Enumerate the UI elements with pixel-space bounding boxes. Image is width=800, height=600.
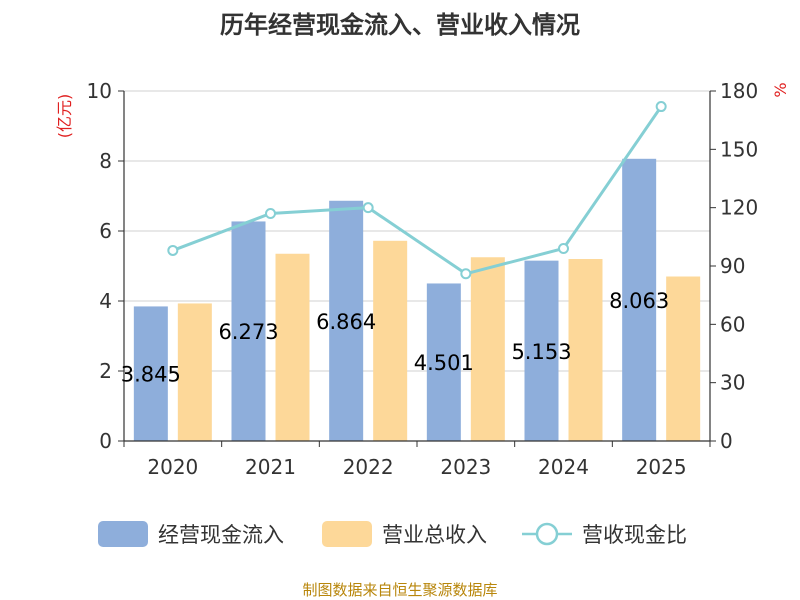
ratio-point — [558, 243, 569, 254]
bar-revenue — [470, 257, 505, 441]
bar-cash-inflow — [524, 260, 559, 441]
bars — [133, 158, 701, 442]
x-axis-tick-label: 2023 — [440, 455, 491, 479]
right-axis-tick-label: 30 — [720, 371, 745, 395]
x-axis-tick-label: 2024 — [538, 455, 589, 479]
left-axis-tick-label: 8 — [99, 149, 112, 173]
ratio-point — [265, 208, 276, 219]
right-axis-tick-label: 150 — [720, 137, 758, 161]
left-axis-unit: (亿元) — [55, 94, 74, 139]
axes: 0 2 4 6 8 10 0 30 60 90 120 150 180 2020 2021 2022 2023 2… — [87, 79, 759, 479]
left-axis-tick-label: 10 — [87, 79, 112, 103]
x-axis-tick-label: 2025 — [636, 455, 687, 479]
legend-label-cash-inflow: 经营现金流入 — [158, 523, 284, 547]
left-axis-tick-label: 6 — [99, 219, 112, 243]
left-axis-tick-label: 2 — [99, 359, 112, 383]
bar-revenue — [177, 303, 212, 441]
legend-label-ratio: 营收现金比 — [582, 523, 687, 547]
source-note: 制图数据来自恒生聚源数据库 — [302, 581, 497, 599]
right-axis-unit: % — [771, 82, 790, 97]
x-axis-tick-label: 2021 — [245, 455, 296, 479]
bar-cash-inflow — [133, 306, 168, 441]
right-axis-tick-label: 120 — [720, 196, 758, 220]
ratio-line-path — [172, 105, 663, 276]
bar-revenue — [373, 240, 408, 441]
bar-cash-inflow — [231, 221, 266, 441]
legend-swatch-cash-inflow — [98, 521, 148, 547]
legend: 经营现金流入 营业总收入 营收现金比 — [98, 521, 687, 547]
data-label-cash-inflow: 6.273 — [218, 320, 278, 344]
ratio-point — [460, 268, 472, 280]
data-label-cash-inflow: 5.153 — [511, 340, 571, 364]
left-axis-tick-label: 4 — [99, 289, 112, 313]
data-label-cash-inflow: 8.063 — [609, 289, 669, 313]
ratio-line — [167, 101, 667, 280]
bar-cash-inflow — [426, 283, 461, 441]
data-label-cash-inflow: 6.864 — [316, 310, 376, 334]
data-labels: 3.845 6.273 6.864 4.501 5.153 8.063 — [121, 289, 669, 387]
ratio-point — [362, 202, 374, 214]
x-axis-tick-label: 2020 — [147, 455, 198, 479]
left-axis-tick-label: 0 — [99, 429, 112, 453]
legend-label-revenue: 营业总收入 — [382, 523, 487, 547]
right-axis-tick-label: 60 — [720, 312, 745, 336]
ratio-point — [167, 244, 179, 256]
bar-cash-inflow — [329, 200, 364, 441]
legend-swatch-revenue — [322, 521, 372, 547]
ratio-point — [655, 101, 667, 113]
x-axis-tick-label: 2022 — [343, 455, 394, 479]
gridlines — [124, 90, 710, 372]
right-axis-tick-label: 90 — [720, 254, 745, 278]
bar-revenue — [666, 276, 701, 441]
bar-revenue — [275, 253, 310, 441]
right-axis-tick-label: 0 — [720, 429, 733, 453]
legend-swatch-ratio-marker — [535, 522, 559, 546]
bar-cash-inflow — [622, 158, 657, 442]
right-axis-tick-label: 180 — [720, 79, 758, 103]
bar-revenue — [568, 259, 603, 441]
data-label-cash-inflow: 3.845 — [121, 363, 181, 387]
data-label-cash-inflow: 4.501 — [414, 351, 474, 375]
chart-title: 历年经营现金流入、营业收入情况 — [220, 11, 580, 39]
